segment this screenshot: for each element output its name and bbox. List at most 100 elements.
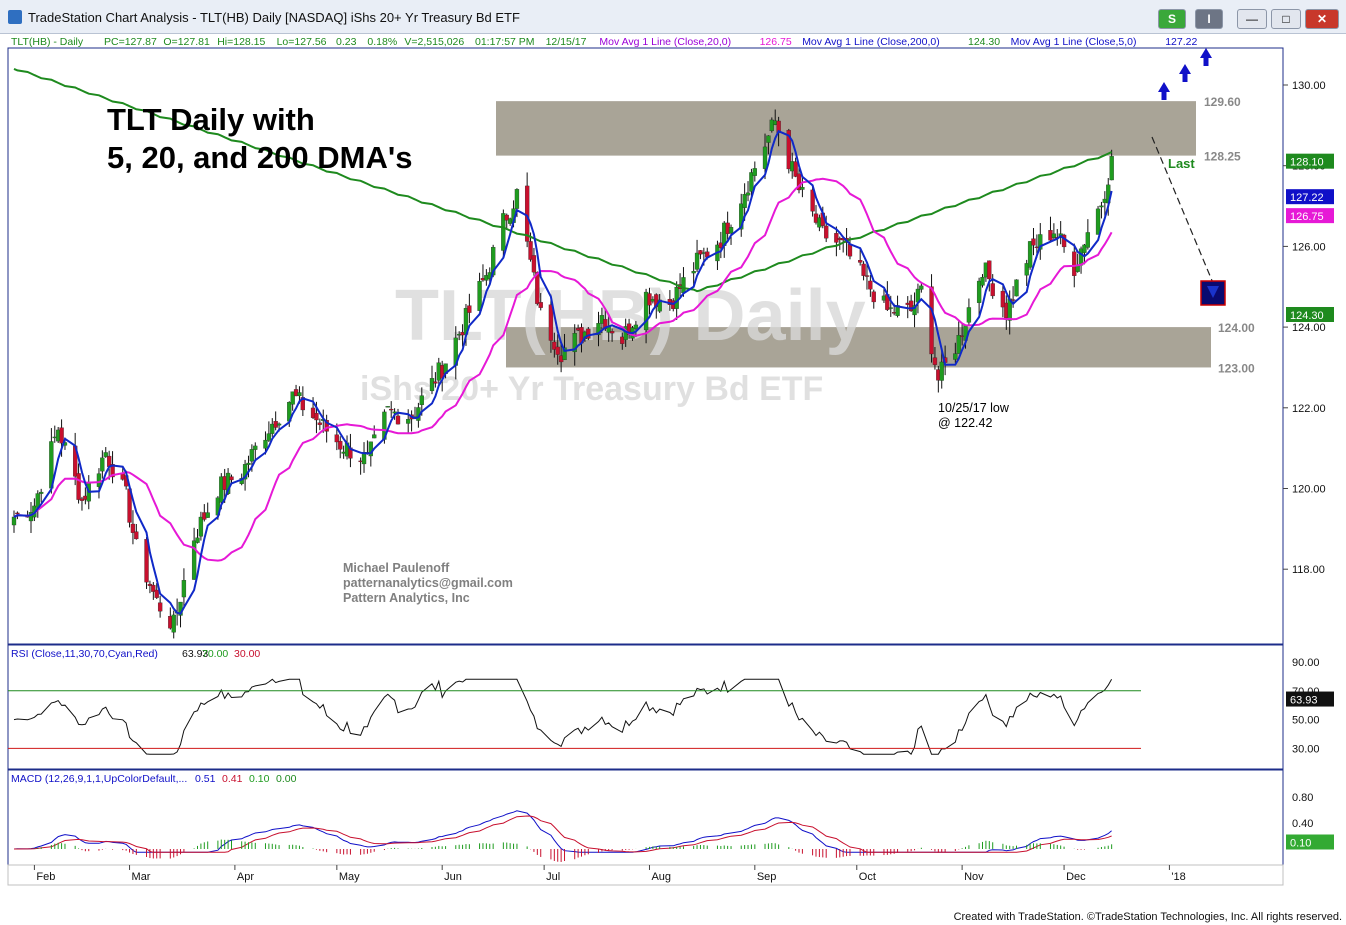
author-company: Pattern Analytics, Inc	[343, 591, 470, 605]
price-tick-label: 120.00	[1292, 484, 1326, 496]
candle-body	[242, 464, 248, 480]
rsi-tick-label: 90.00	[1292, 657, 1320, 669]
candle-body	[929, 286, 934, 355]
candle-body	[406, 419, 411, 424]
candle-body	[324, 420, 329, 432]
candle-body	[477, 281, 482, 311]
macd-tick-label: 0.40	[1292, 818, 1313, 830]
candle-body	[263, 439, 268, 449]
candle-body	[100, 457, 105, 472]
last-value-marker	[1286, 153, 1334, 169]
candle-body	[871, 291, 876, 303]
status-line-field: Mov Avg 1 Line (Close,5,0)	[1011, 36, 1137, 48]
rsi-oversold: 30.00	[234, 648, 260, 660]
month-label: Oct	[859, 871, 876, 883]
candle-body	[246, 462, 251, 465]
support-low-label: 123.00	[1218, 361, 1255, 375]
candle-body	[966, 307, 972, 323]
candle-body	[157, 602, 163, 612]
candle-body	[1038, 234, 1043, 250]
time-axis	[7, 864, 1284, 886]
up-arrow-icon	[1179, 64, 1191, 82]
candle-body	[681, 277, 686, 294]
candle-body	[504, 214, 509, 221]
price-panel-frame	[7, 47, 1284, 645]
candle-body	[956, 335, 961, 354]
candle-body	[674, 286, 679, 309]
window-titlebar: TradeStation Chart Analysis - TLT(HB) Da…	[0, 0, 1346, 34]
last-value-marker	[1286, 189, 1334, 205]
candle-body	[253, 445, 258, 450]
author-name: Michael Paulenoff	[343, 561, 450, 575]
last-value-marker-label: 128.10	[1290, 157, 1324, 169]
status-line-field: Mov Avg 1 Line (Close,20,0)	[599, 36, 731, 48]
macd-value: 0.10	[249, 773, 270, 785]
candle-body	[103, 452, 108, 457]
macd-label: MACD (12,26,9,1,1,UpColorDefault,...	[11, 773, 187, 785]
candle-body	[429, 378, 435, 392]
candle-body	[939, 361, 944, 381]
status-line-field: 126.75	[760, 36, 792, 48]
last-value-marker-label: 127.22	[1290, 192, 1324, 204]
price-tick-label: 130.00	[1292, 80, 1326, 92]
candle-body	[11, 516, 17, 526]
resistance-zone	[496, 101, 1196, 156]
candle-body	[739, 203, 744, 230]
candle-body	[1014, 279, 1019, 297]
candle-body	[1082, 244, 1087, 253]
candle-body	[800, 187, 805, 190]
status-line-field: V=2,515,026	[404, 36, 464, 48]
candle-body	[834, 233, 839, 243]
candle-body	[552, 341, 557, 350]
rsi-tick-label: 50.00	[1292, 715, 1320, 727]
candle-body	[824, 225, 829, 239]
candle-body	[310, 407, 316, 418]
sma20-line	[13, 177, 1113, 562]
status-line-field: 01:17:57 PM	[475, 36, 535, 48]
status-line-field: Hi=128.15	[217, 36, 265, 48]
status-line-field: TLT(HB) - Daily	[11, 36, 84, 48]
candle-body	[317, 422, 322, 425]
price-tick-label: 126.00	[1292, 241, 1326, 253]
i-menu-button[interactable]: I	[1195, 9, 1223, 29]
candle-body	[868, 280, 873, 290]
candle-body	[1109, 156, 1114, 181]
candle-body	[181, 580, 187, 598]
candle-body	[633, 324, 639, 329]
candle-body	[290, 391, 295, 405]
status-line-field: 124.30	[968, 36, 1000, 48]
candle-body	[572, 333, 577, 353]
candle-body	[861, 263, 866, 276]
copyright-credit: Created with TradeStation. ©TradeStation…	[953, 911, 1342, 923]
chart-heading-line1: TLT Daily with	[107, 102, 315, 137]
candle-body	[586, 328, 591, 339]
month-label: Mar	[132, 871, 151, 883]
candle-body	[130, 523, 136, 533]
candle-body	[745, 192, 751, 196]
candle-body	[793, 161, 798, 177]
s-menu-button[interactable]: S	[1158, 9, 1186, 29]
rsi-last-marker-label: 63.93	[1290, 695, 1318, 707]
candle-body	[810, 189, 815, 212]
candle-body	[691, 271, 696, 274]
candle-body	[389, 408, 394, 411]
window-title: TradeStation Chart Analysis - TLT(HB) Da…	[28, 10, 520, 25]
candle-body	[1085, 232, 1091, 248]
resistance-low-label: 128.25	[1204, 150, 1241, 164]
last-value-marker-label: 124.30	[1290, 310, 1324, 322]
candle-body	[110, 464, 115, 478]
candle-body	[1072, 251, 1077, 276]
macd-last-marker	[1286, 834, 1334, 850]
status-line-field: Mov Avg 1 Line (Close,200,0)	[802, 36, 940, 48]
candle-body	[419, 395, 424, 406]
candle-body	[249, 449, 255, 462]
candle-body	[1051, 233, 1057, 238]
close-button[interactable]: ✕	[1305, 9, 1339, 29]
maximize-button[interactable]: □	[1271, 9, 1301, 29]
candle-body	[338, 440, 343, 450]
minimize-button[interactable]: —	[1237, 9, 1267, 29]
candle-body	[919, 285, 924, 290]
candle-body	[847, 243, 853, 257]
candle-body	[524, 185, 530, 242]
candle-body	[528, 241, 533, 260]
